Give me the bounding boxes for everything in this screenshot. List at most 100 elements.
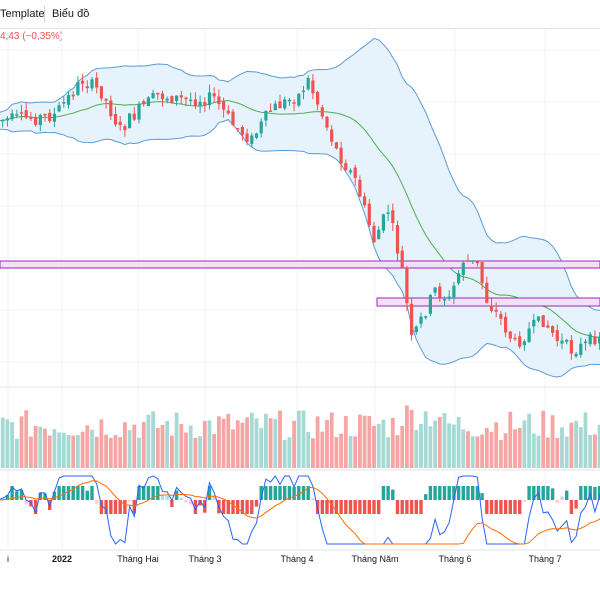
- macd-histogram-bar: [574, 500, 578, 509]
- macd-histogram-bar: [377, 500, 381, 514]
- candle-body: [104, 98, 108, 101]
- macd-histogram-bar: [62, 486, 66, 500]
- volume-bar: [66, 435, 71, 468]
- candle-body: [250, 135, 254, 144]
- x-axis-tick-label: Tháng Năm: [351, 554, 398, 564]
- volume-bar: [456, 417, 461, 468]
- macd-histogram-bar: [414, 500, 418, 514]
- candle-body: [160, 93, 165, 100]
- macd-histogram-bar: [320, 500, 324, 514]
- volume-bar: [273, 418, 278, 468]
- volume-bar: [348, 435, 353, 468]
- candle-body: [198, 101, 202, 106]
- candle-body: [583, 341, 588, 344]
- macd-histogram-bar: [433, 486, 437, 500]
- volume-bar: [245, 417, 249, 468]
- candle-body: [85, 86, 89, 89]
- volume-bar: [452, 424, 456, 468]
- candle-body: [494, 309, 498, 312]
- macd-histogram-bar: [231, 500, 235, 514]
- volume-bar: [320, 431, 325, 468]
- candle-body: [560, 340, 564, 344]
- volume-bar: [52, 429, 57, 468]
- volume-bar: [583, 412, 588, 468]
- volume-bar: [578, 427, 583, 468]
- volume-bar: [170, 435, 174, 468]
- macd-histogram-bar: [5, 494, 10, 500]
- volume-bar: [207, 420, 212, 468]
- macd-histogram-bar: [301, 486, 306, 500]
- candle-body: [475, 261, 479, 264]
- tab-template[interactable]: Template: [0, 8, 45, 20]
- macd-histogram-bar: [330, 500, 334, 514]
- candle-body: [344, 163, 348, 171]
- candle-body: [170, 96, 174, 103]
- volume-bar: [419, 423, 423, 468]
- candle-body: [367, 203, 371, 226]
- volume-bar: [541, 410, 546, 468]
- candle-body: [330, 129, 334, 142]
- volume-bar: [198, 436, 202, 468]
- volume-bar: [71, 435, 76, 468]
- candle-body: [19, 112, 24, 114]
- candle-body: [555, 330, 559, 341]
- candle-body: [574, 353, 578, 357]
- tab-chart[interactable]: Biểu đồ: [52, 8, 90, 20]
- candle-body: [410, 303, 414, 336]
- candle-body: [212, 93, 216, 97]
- macd-histogram-bar: [189, 500, 193, 505]
- macd-histogram-bar: [137, 486, 141, 500]
- candle-body: [109, 100, 113, 117]
- volume-bar: [536, 435, 541, 468]
- candle-body: [57, 105, 61, 112]
- volume-bar: [513, 429, 517, 468]
- volume-bar: [437, 417, 442, 468]
- candle-body: [24, 110, 28, 118]
- candle-body: [43, 113, 47, 116]
- volume-bar: [574, 420, 578, 468]
- candle-body: [269, 110, 273, 113]
- volume-bar: [414, 429, 419, 468]
- macd-histogram-bar: [560, 496, 564, 500]
- macd-histogram-bar: [405, 500, 409, 514]
- candle-body: [254, 133, 259, 138]
- candle-body: [489, 305, 494, 311]
- volume-bar: [188, 425, 193, 468]
- candle-body: [292, 102, 296, 104]
- candle-body: [90, 79, 94, 89]
- candle-body: [193, 99, 197, 106]
- volume-bar: [226, 413, 231, 468]
- candle-body: [76, 82, 80, 95]
- x-axis-tick-label: Tháng 7: [528, 554, 561, 564]
- candle-body: [179, 95, 183, 98]
- candle-body: [132, 113, 136, 120]
- candle-body: [15, 114, 19, 116]
- candle-body: [414, 326, 418, 333]
- candle-body: [99, 86, 103, 99]
- candle-body: [485, 282, 489, 303]
- price-change-label: 4,43 (−0,35%): [0, 31, 64, 42]
- volume-bar: [390, 418, 395, 468]
- candle-body: [442, 299, 447, 301]
- macd-histogram-bar: [391, 489, 395, 500]
- volume-bar: [10, 422, 14, 468]
- macd-histogram-bar: [358, 500, 362, 514]
- macd-histogram-bar: [400, 500, 404, 514]
- macd-histogram-bar: [447, 486, 451, 500]
- volume-bar: [240, 422, 245, 468]
- volume-bar: [484, 428, 489, 468]
- volume-bar: [184, 432, 188, 468]
- candle-body: [34, 116, 38, 125]
- macd-histogram-bar: [151, 486, 155, 500]
- bollinger-middle-band: [0, 100, 600, 338]
- macd-histogram-bar: [522, 500, 527, 502]
- volume-bar: [231, 429, 235, 468]
- volume-bar: [155, 427, 160, 468]
- macd-histogram-bar: [278, 486, 282, 500]
- volume-bar: [329, 412, 334, 468]
- candle-body: [259, 121, 263, 134]
- volume-bar: [527, 413, 531, 468]
- candle-body: [579, 343, 583, 355]
- candle-body: [264, 110, 268, 121]
